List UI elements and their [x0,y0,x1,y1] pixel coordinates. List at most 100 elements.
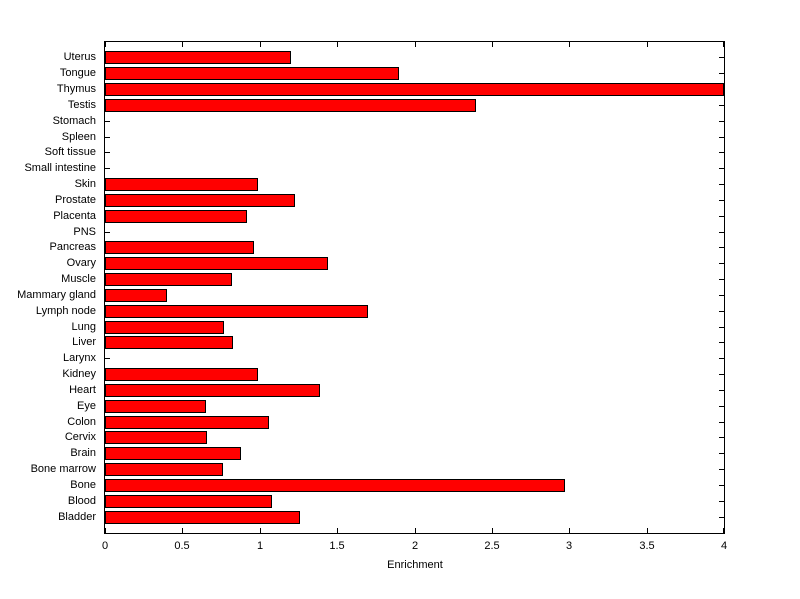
category-label: Brain [70,447,96,459]
x-tick-label: 0.5 [174,540,190,552]
category-label: Small intestine [24,162,96,174]
y-axis-tick [105,121,110,122]
y-axis-tick [719,342,724,343]
category-label: Prostate [55,194,96,206]
category-label: Lung [71,321,96,333]
bar [105,241,254,254]
y-axis-tick [719,263,724,264]
bar [105,336,233,349]
y-axis-tick [105,137,110,138]
x-tick-label: 0 [101,540,109,552]
bar [105,210,247,223]
y-axis-tick [719,437,724,438]
bar [105,495,272,508]
category-label: PNS [73,226,96,238]
y-axis-tick [719,311,724,312]
x-axis-tick [569,42,570,47]
category-label: Testis [67,99,96,111]
y-axis-tick [719,358,724,359]
y-axis-tick [719,406,724,407]
y-axis-tick [719,374,724,375]
category-label: Larynx [62,352,96,364]
x-axis-tick [492,42,493,47]
bar [105,400,206,413]
bar [105,273,232,286]
category-label: Eye [77,400,96,412]
category-label: Bladder [58,511,96,523]
x-axis-tick [260,528,261,533]
category-label: Bone [70,479,96,491]
category-label: Lymph node [35,305,96,317]
category-label: Pancreas [49,241,96,253]
y-axis-tick [719,517,724,518]
category-label: Ovary [66,257,96,269]
category-label: Liver [72,336,96,348]
category-label: Spleen [61,131,96,143]
category-label: Stomach [52,115,96,127]
bar [105,178,258,191]
y-axis-tick [719,501,724,502]
category-label: Kidney [62,368,96,380]
bar [105,511,300,524]
bar [105,479,565,492]
category-label: Colon [67,416,96,428]
x-axis-tick [492,528,493,533]
x-tick-label: 1 [256,540,264,552]
bar [105,194,295,207]
x-tick-label: 2 [411,540,419,552]
y-axis-tick [719,469,724,470]
x-axis-tick [337,528,338,533]
category-label: Tongue [59,67,96,79]
x-axis-tick [647,42,648,47]
plot-area [104,41,725,534]
y-axis-tick [719,247,724,248]
y-axis-tick [719,105,724,106]
x-axis-tick [647,528,648,533]
y-axis-tick [719,485,724,486]
x-axis-tick [182,528,183,533]
x-axis-tick [337,42,338,47]
category-label: Thymus [56,83,96,95]
y-axis-tick [719,216,724,217]
y-axis-tick [719,327,724,328]
y-axis-tick [105,232,110,233]
y-axis-tick [719,168,724,169]
category-label: Soft tissue [44,146,96,158]
bar [105,83,724,96]
x-axis-tick [569,528,570,533]
bar [105,447,241,460]
y-axis-tick [105,152,110,153]
y-axis-tick [719,73,724,74]
bar [105,431,207,444]
x-axis-tick [105,42,106,47]
x-tick-label: 1.5 [329,540,345,552]
x-tick-label: 3 [565,540,573,552]
x-axis-tick [723,528,724,533]
y-axis-tick [719,295,724,296]
y-axis-tick [719,152,724,153]
x-axis-tick [105,528,106,533]
y-axis-tick [719,57,724,58]
category-label: Heart [69,384,96,396]
category-label: Placenta [53,210,96,222]
y-axis-tick [105,168,110,169]
y-axis-tick [719,137,724,138]
y-axis-tick [719,390,724,391]
bar [105,416,269,429]
bar [105,51,291,64]
x-tick-label: 2.5 [484,540,500,552]
x-axis-tick [415,528,416,533]
bar [105,257,328,270]
category-label: Uterus [63,51,96,63]
bar [105,305,368,318]
y-axis-tick [719,184,724,185]
bar [105,384,320,397]
category-label: Skin [74,178,96,190]
x-axis-tick [723,42,724,47]
category-label: Cervix [64,431,96,443]
x-axis-title: Enrichment [387,559,443,571]
category-label: Muscle [61,273,96,285]
y-axis-tick [719,232,724,233]
category-label: Mammary gland [17,289,96,301]
